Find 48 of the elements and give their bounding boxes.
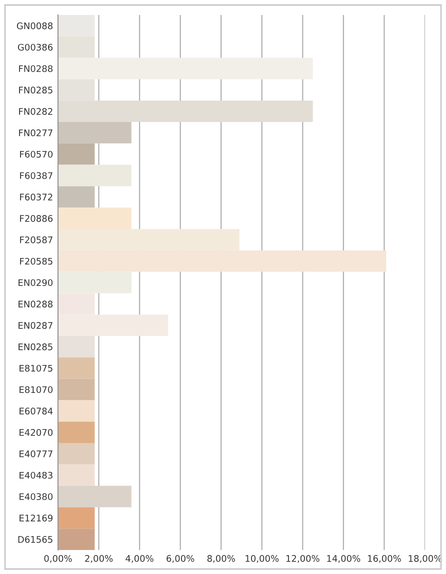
- bar: [58, 464, 95, 486]
- x-tick-label: 0,00%: [44, 555, 72, 563]
- y-tick-label: F60372: [20, 194, 52, 200]
- bar: [58, 186, 95, 208]
- x-tick-label: 6,00%: [166, 555, 194, 563]
- y-tick-label: F20886: [20, 215, 53, 222]
- x-tick-label: 14,00%: [327, 555, 360, 563]
- y-tick-label: E40483: [20, 472, 52, 479]
- y-tick-label: E81070: [20, 386, 53, 394]
- bar: [58, 443, 95, 464]
- bar: [58, 528, 95, 550]
- y-tick-label: GN0088: [16, 22, 53, 30]
- y-tick-label: F20585: [20, 258, 52, 265]
- y-tick-label: FN0285: [19, 86, 52, 94]
- y-tick-label: FN0282: [19, 108, 52, 115]
- bar: [58, 208, 132, 229]
- y-tick-label: FN0288: [19, 65, 53, 72]
- x-tick-label: 12,00%: [286, 555, 320, 563]
- bar: [58, 400, 95, 422]
- bar: [58, 143, 95, 165]
- y-tick-label: E60784: [20, 408, 53, 414]
- x-tick-label: 2,00%: [85, 555, 113, 563]
- y-tick-label: EN0287: [18, 322, 52, 329]
- y-tick-label: F60387: [20, 172, 52, 180]
- bar: [58, 422, 95, 443]
- bar: [58, 122, 132, 144]
- bar: [58, 164, 132, 186]
- x-tick-label: 4,00%: [126, 555, 154, 563]
- bar: [58, 58, 313, 80]
- y-tick-label: EN0285: [18, 343, 52, 350]
- y-tick-label: EN0288: [18, 300, 53, 308]
- y-tick-label: E40380: [20, 493, 53, 500]
- y-tick-label: G00386: [18, 44, 53, 51]
- y-tick-label: FN0277: [19, 129, 52, 136]
- x-tick-label: 18,00%: [408, 555, 442, 563]
- x-tick-label: 10,00%: [246, 555, 279, 563]
- x-tick-label: 16,00%: [368, 555, 401, 563]
- y-tick-label: D61565: [18, 536, 52, 543]
- y-tick-label: E81075: [20, 364, 52, 372]
- bar: [58, 507, 95, 529]
- y-tick-label: F20587: [20, 236, 52, 244]
- y-tick-label: E12169: [20, 514, 53, 522]
- y-tick-label: F60570: [20, 150, 53, 158]
- x-tick-label: 8,00%: [207, 555, 235, 563]
- y-tick-label: E40777: [20, 450, 52, 458]
- y-tick-label: EN0290: [18, 279, 53, 286]
- y-tick-label: E42070: [20, 429, 53, 436]
- bar: [58, 486, 132, 508]
